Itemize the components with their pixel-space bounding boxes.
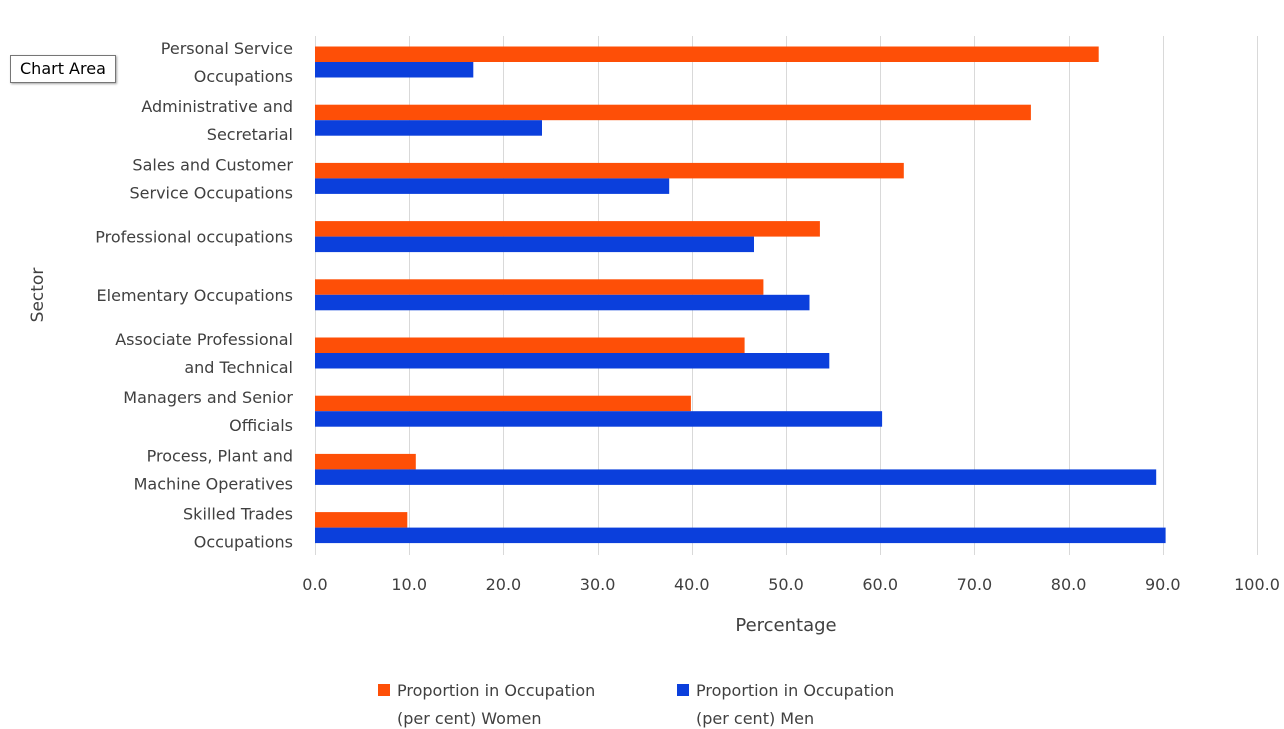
bar-women[interactable] [315,162,904,179]
x-axis-title: Percentage [735,615,836,636]
bar-women[interactable] [315,279,764,295]
bar-women[interactable] [315,395,691,412]
category-label: Administrative and Secretarial [141,97,293,144]
legend-item-women[interactable]: Proportion in Occupation (per cent) Women [378,681,595,728]
bar-men[interactable] [315,120,542,136]
legend-label: Proportion in Occupation (per cent) Women [397,681,595,728]
category-label: Managers and Senior Officials [123,388,293,435]
x-tick-label: 60.0 [862,575,898,594]
y-axis-title: Sector [28,268,48,323]
bar-men[interactable] [315,62,474,78]
bar-women[interactable] [315,337,745,354]
bar-men[interactable] [315,353,830,369]
bars [315,46,1166,544]
bar-women[interactable] [315,104,1031,121]
bar-women[interactable] [315,46,1099,63]
category-label: Process, Plant and Machine Operatives [134,446,293,493]
bar-men[interactable] [315,178,670,194]
category-label: Personal Service Occupations [161,39,293,86]
x-tick-label: 90.0 [1145,575,1181,594]
category-labels: Personal Service Occupations Administrativ… [95,39,293,552]
bar-women[interactable] [315,221,820,237]
chart-area-tooltip: Chart Area [10,55,116,83]
category-label: Sales and Customer Service Occupations [130,155,294,202]
x-tick-label: 0.0 [302,575,327,594]
bar-women[interactable] [315,512,408,528]
category-label: Elementary Occupations [97,286,293,305]
bar-men[interactable] [315,527,1166,544]
category-label: Skilled Trades Occupations [183,505,293,552]
bar-men[interactable] [315,469,1157,485]
x-tick-label: 30.0 [580,575,616,594]
x-tick-label: 10.0 [391,575,427,594]
bar-men[interactable] [315,411,883,427]
bar-men[interactable] [315,236,754,253]
x-tick-label: 40.0 [674,575,710,594]
x-tick-label: 100.0 [1234,575,1280,594]
x-tick-label: 80.0 [1051,575,1087,594]
category-label: Professional occupations [95,228,293,247]
legend-item-men[interactable]: Proportion in Occupation (per cent) Men [677,681,894,728]
legend-swatch [378,684,390,696]
category-label: Associate Professional and Technical [115,330,293,377]
legend-swatch [677,684,689,696]
x-tick-label: 70.0 [957,575,993,594]
x-tick-labels: 0.0 10.0 20.0 30.0 40.0 50.0 60.0 70.0 80.0 90.0 1… [302,575,1280,594]
legend[interactable]: Proportion in Occupation (per cent) Women… [378,681,894,728]
legend-label: Proportion in Occupation (per cent) Men [696,681,894,728]
bar-men[interactable] [315,294,810,311]
x-tick-label: 50.0 [768,575,804,594]
x-tick-label: 20.0 [486,575,522,594]
bar-women[interactable] [315,453,416,470]
